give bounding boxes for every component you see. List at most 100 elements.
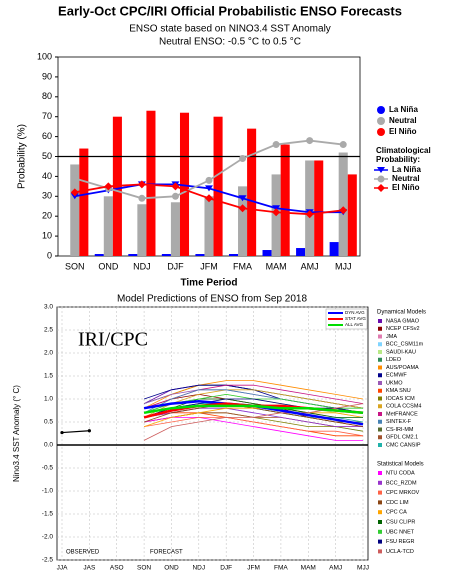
legend-label: Neutral (389, 116, 417, 125)
model-line (144, 417, 363, 441)
bar (262, 250, 272, 256)
legend-swatch (377, 106, 385, 114)
y-tick-label: -0.5 (42, 465, 54, 472)
bar (347, 174, 357, 256)
legend-swatch (377, 128, 385, 136)
bar (195, 254, 205, 256)
legend-swatch (378, 520, 382, 524)
chart-title: Model Predictions of ENSO from Sep 2018 (117, 294, 308, 305)
legend-label: BCC_RZDM (386, 480, 417, 486)
bar (247, 128, 257, 256)
x-tick-label: MAM (301, 565, 316, 572)
legend-label: NTU CODA (386, 470, 415, 476)
legend-label: IOCAS ICM (386, 396, 415, 402)
marker (205, 185, 213, 192)
legend-label: DYN AVG (345, 310, 365, 315)
y-tick-label: 0.5 (44, 419, 53, 426)
legend-label: UKMO (386, 380, 403, 386)
marker (104, 182, 113, 191)
annotation: IRI/CPC (78, 329, 148, 351)
legend-marker (377, 175, 385, 183)
legend-label: CS-IRI-MM (386, 427, 414, 433)
legend-label: El Niño (392, 183, 420, 192)
annotation: FORECAST (150, 550, 183, 556)
legend-swatch (378, 480, 382, 485)
marker (205, 194, 213, 203)
marker (272, 208, 281, 217)
marker (137, 180, 146, 189)
marker (239, 154, 247, 162)
legend-label: NCEP CFSv2 (386, 326, 420, 332)
marker (171, 192, 179, 200)
y-tick-label: 30 (42, 191, 52, 201)
legend-swatch (378, 419, 382, 424)
legend-label: STAT AVG (345, 316, 366, 321)
legend-swatch (378, 319, 382, 323)
legend-swatch (378, 357, 382, 362)
marker (70, 188, 79, 197)
marker (272, 141, 280, 149)
legend-label: UCLA-TCD (386, 549, 414, 555)
chart-subtitle: ENSO state based on NINO3.4 SST Anomaly (129, 24, 331, 35)
marker (305, 210, 314, 219)
bar (179, 112, 190, 256)
legend-label: CSU CLIPR (386, 519, 415, 525)
legend-label: La Niña (389, 105, 418, 114)
y-tick-label: 20 (42, 211, 52, 221)
y-tick-label: 2.0 (44, 350, 53, 357)
bar (213, 116, 223, 256)
x-tick-label: MAM (266, 261, 287, 271)
marker (238, 195, 247, 202)
observed-point (87, 429, 91, 433)
bar (161, 254, 171, 256)
bar (70, 164, 80, 256)
bar (280, 144, 290, 256)
legend-label: CDC LIM (386, 500, 409, 506)
marker (339, 141, 347, 149)
annotation: OBSERVED (66, 550, 100, 556)
model-line (143, 398, 363, 418)
legend-swatch (378, 373, 382, 378)
legend-label: BCC_CSM11m (386, 342, 424, 348)
y-tick-label: 1.0 (44, 396, 53, 403)
legend-title: Climatological Probability: (376, 146, 431, 164)
y-tick-label: 100 (37, 51, 52, 61)
x-tick-label: JFM (200, 261, 218, 271)
bar (228, 254, 239, 256)
average-line (143, 404, 364, 415)
legend-swatch (378, 435, 382, 440)
x-tick-label: SON (65, 261, 85, 271)
legend-label: LDEO (386, 357, 402, 363)
marker (306, 137, 314, 145)
model-line (144, 417, 364, 437)
bar (103, 196, 113, 256)
legend-swatch (378, 490, 382, 495)
observed-point (60, 430, 64, 435)
legend-marker (377, 184, 385, 192)
y-tick-label: 3.0 (44, 304, 53, 311)
x-tick-label: NDJ (192, 565, 205, 572)
x-tick-label: NDJ (133, 261, 151, 271)
legend-label: KMA SNU (386, 388, 411, 394)
legend-swatch (378, 471, 382, 475)
legend-swatch (378, 412, 382, 416)
legend-label: AUS/POAMA (386, 365, 419, 371)
x-axis-label: Time Period (180, 278, 237, 289)
legend-swatch (378, 539, 382, 544)
chart-subtitle: Neutral ENSO: -0.5 °C to 0.5 °C (159, 37, 301, 48)
y-tick-label: 0.0 (44, 442, 53, 449)
bar (204, 196, 214, 256)
bar (146, 110, 156, 256)
x-tick-label: JJA (57, 565, 69, 572)
y-axis-label: Nino3.4 SST Anomaly (° C) (12, 385, 21, 482)
y-tick-label: 40 (42, 171, 52, 181)
legend-label: CMC CANSIP (386, 442, 421, 448)
x-tick-label: ASO (110, 565, 124, 572)
bar (94, 254, 104, 256)
legend-swatch (378, 342, 382, 347)
legend-label: CPC CA (386, 510, 407, 516)
x-tick-label: DJF (167, 261, 184, 271)
legend-swatch (378, 388, 382, 393)
model-line (143, 407, 364, 427)
